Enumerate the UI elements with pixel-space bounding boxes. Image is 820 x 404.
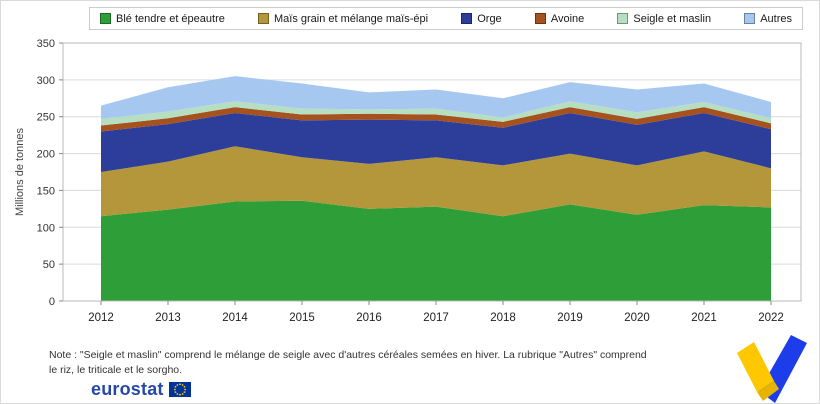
x-tick-label: 2018 [490, 312, 516, 324]
x-tick-label: 2016 [356, 312, 382, 324]
x-tick-label: 2013 [155, 312, 181, 324]
area-series-1 [101, 146, 771, 217]
x-tick-label: 2015 [289, 312, 315, 324]
legend-item-3: Avoine [534, 12, 585, 25]
legend-item-0: Blé tendre et épeautre [100, 13, 225, 25]
legend-swatch [534, 13, 546, 24]
y-tick-label: 350 [37, 38, 55, 50]
legend-label: Maïs grain et mélange maïs-épi [274, 12, 429, 25]
x-tick-label: 2019 [557, 312, 583, 324]
legend-label: Blé tendre et épeautre [116, 12, 225, 25]
area-series-2 [101, 113, 771, 172]
chart-svg: Millions de tonnes 0 50 100 150 200 250 300 350… [14, 38, 802, 324]
legend-item-5: Autres [744, 13, 792, 25]
plot-border [62, 42, 802, 302]
legend-swatch [744, 13, 756, 24]
eurostat-wordmark: eurostat [91, 379, 164, 399]
chart-legend: Blé tendre et épeautre Maïs grain et méla… [89, 7, 803, 30]
area-series-4 [101, 101, 771, 126]
y-axis: 0 50 100 150 200 250 300 350 [37, 38, 63, 308]
y-tick-label: 0 [49, 296, 55, 308]
x-tick-label: 2022 [758, 312, 784, 324]
x-tick-label: 2017 [423, 312, 449, 324]
legend-label: Orge [477, 12, 502, 25]
area-series-5 [101, 76, 771, 119]
footnote: Note : "Seigle et maslin" comprend le mé… [49, 349, 647, 376]
stacked-area-chart: Millions de tonnes 0 50 100 150 200 250 300 350… [7, 33, 813, 343]
x-tick-label: 2021 [691, 312, 717, 324]
x-tick-label: 2014 [222, 312, 248, 324]
decorative-ribbon-icon [737, 335, 807, 403]
legend-label: Autres [760, 12, 792, 25]
eurostat-logo: eurostat [91, 379, 191, 400]
legend-item-1: Maïs grain et mélange maïs-épi [258, 13, 428, 25]
x-tick-label: 2012 [88, 312, 114, 324]
y-tick-label: 250 [37, 112, 55, 124]
x-tick-label: 2020 [624, 312, 650, 324]
eu-flag-icon [168, 382, 191, 397]
legend-swatch [100, 13, 111, 24]
legend-label: Seigle et maslin [633, 12, 712, 25]
x-axis: 2012 2013 2014 2015 2016 2017 2018 2019 2020 2021… [88, 301, 784, 324]
y-axis-label: Millions de tonnes [14, 127, 26, 216]
legend-swatch [617, 13, 629, 24]
legend-label: Avoine [550, 12, 585, 25]
area-series-3 [101, 107, 771, 132]
y-tick-label: 100 [37, 222, 55, 234]
legend-item-2: Orge [461, 12, 502, 25]
area-series-0 [101, 200, 771, 301]
legend-item-4: Seigle et maslin [617, 13, 711, 25]
legend-swatch [258, 13, 269, 24]
legend-swatch [461, 13, 473, 24]
y-tick-label: 150 [37, 185, 55, 197]
y-tick-label: 300 [37, 75, 55, 87]
y-tick-label: 50 [43, 259, 55, 271]
area-series-group [101, 76, 771, 301]
y-tick-label: 200 [37, 149, 55, 161]
